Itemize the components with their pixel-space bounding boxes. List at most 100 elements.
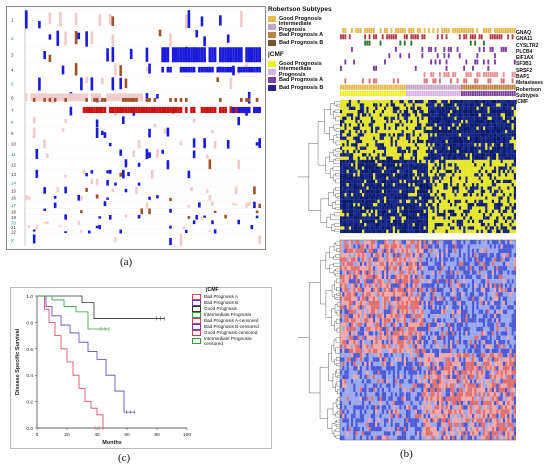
cnv-cell (122, 169, 125, 179)
annotation-cell (399, 91, 402, 96)
annotation-cell (496, 28, 499, 33)
cnv-cell (45, 153, 49, 159)
annotation-cell (458, 84, 461, 90)
annotation-cell (463, 91, 466, 96)
cnv-cell (35, 149, 39, 159)
annotation-cell (447, 46, 450, 52)
cnv-band-cell (137, 106, 141, 114)
cnv-cell (203, 36, 206, 47)
chromosome-label: 16 (11, 196, 17, 201)
annotation-cell (425, 91, 428, 96)
chromosome-label: 5 (11, 82, 14, 87)
cnv-band-cell (237, 66, 241, 73)
cnv-band-cell (122, 93, 125, 102)
cnv-cell (122, 116, 125, 124)
annotation-cell (428, 28, 430, 33)
legend-label: Bad Prognosis B (279, 85, 324, 91)
cnv-cell (226, 34, 230, 43)
annotation-cell (496, 34, 499, 40)
annotation-cell (357, 28, 360, 33)
annotation-cell (392, 84, 395, 90)
cnv-cell (255, 142, 259, 146)
annotation-cell (403, 34, 406, 40)
cnv-band-cell (148, 106, 151, 114)
chromosome-label: 9 (11, 131, 14, 136)
annotation-cell (412, 91, 415, 96)
cnv-cell (98, 216, 102, 219)
cnv-band-cell (93, 106, 96, 114)
annotation-cell (441, 34, 444, 40)
x-tick-label: 40 (94, 432, 100, 438)
cnv-cell (169, 197, 172, 202)
cnv-cell (148, 152, 151, 158)
annotation-cell (388, 91, 391, 96)
annotation-cell (500, 28, 503, 33)
annotation-cell (399, 53, 402, 59)
annotation-cell (412, 34, 415, 40)
annotation-cell (463, 34, 466, 40)
cnv-band-cell (158, 106, 162, 114)
annotation-cell (432, 78, 435, 84)
cnv-cell (216, 77, 220, 83)
annotation-cell (500, 84, 503, 90)
cnv-band-cell (258, 66, 261, 73)
robertson-legend-item: Good Prognosis (268, 15, 338, 23)
cnv-cell (145, 66, 149, 72)
annotation-cell (456, 46, 459, 52)
annotation-cell (511, 72, 514, 78)
km-legend-swatch (192, 329, 201, 336)
cnv-cell (64, 231, 67, 234)
track-label: GNA11 (516, 36, 533, 43)
cnv-cell (150, 170, 154, 179)
cnv-cell (80, 195, 83, 201)
cnv-cell (43, 221, 46, 224)
cnv-cell (137, 182, 141, 186)
annotation-cell (483, 40, 485, 46)
annotation-cell (443, 91, 446, 96)
cnv-cell (192, 150, 196, 159)
cnv-cell (32, 116, 36, 124)
cnv-band-cell (66, 93, 70, 102)
annotation-cell (447, 84, 450, 90)
cnv-band-cell (182, 66, 185, 73)
cnv-band-cell (116, 93, 120, 102)
cnv-band-cell (166, 66, 170, 73)
annotation-cell (441, 84, 444, 90)
annotation-cell (443, 53, 446, 59)
jcmf-legend-item: Bad Prognosis B (268, 84, 338, 92)
annotation-cell (384, 91, 386, 96)
cnv-cell (119, 149, 123, 156)
cnv-band-cell (229, 106, 233, 114)
cnv-cell (237, 159, 241, 170)
cnv-cell (48, 34, 52, 40)
annotation-cell (366, 40, 369, 46)
cnv-band-cell (242, 66, 246, 73)
cnv-cell (119, 229, 123, 234)
annotation-cell (463, 28, 466, 33)
annotation-cell (364, 28, 367, 33)
annotation-cell (386, 34, 389, 40)
chromosome-label: 3 (11, 53, 14, 58)
annotation-cell (410, 28, 413, 33)
annotation-cell (344, 28, 347, 33)
km-legend-swatch (192, 305, 201, 312)
cnv-band-cell (95, 106, 99, 114)
cnv-cell (77, 32, 81, 40)
annotation-cell (432, 72, 435, 78)
y-tick-label: 0.6 (26, 347, 33, 353)
cnv-band-cell (85, 93, 88, 102)
annotation-cell (491, 46, 494, 52)
cnv-band-cell (234, 47, 238, 63)
cnv-cell (148, 63, 151, 74)
annotation-cell (432, 28, 435, 33)
cnv-cell (32, 234, 36, 244)
annotation-cell (381, 91, 384, 96)
cnv-cell (103, 132, 107, 138)
cnv-cell (59, 225, 62, 228)
km-legend-item: Intermediate Prognosis (192, 311, 264, 318)
annotation-cell (443, 84, 446, 90)
km-legend-label: Bad Prognosis A-censored (204, 317, 259, 323)
expression-heatmap-panel (296, 28, 517, 442)
cnv-cell (158, 29, 162, 37)
legend-label: Intermediate Prognosis (278, 66, 312, 78)
